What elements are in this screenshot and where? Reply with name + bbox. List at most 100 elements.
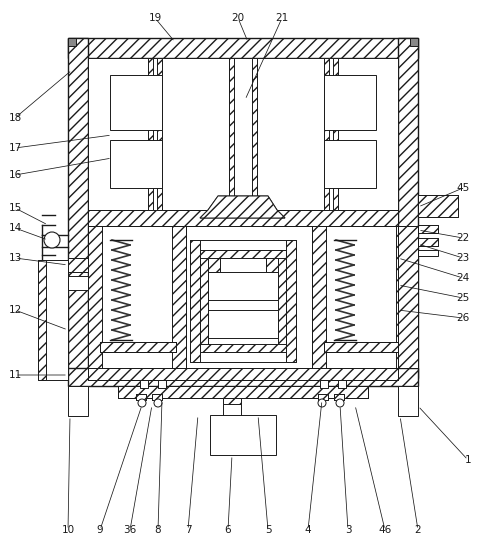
Text: 24: 24 (456, 273, 469, 283)
Bar (398, 38, 418, 378)
Text: 23: 23 (456, 253, 469, 263)
Bar (223, 398, 241, 416)
Text: 12: 12 (8, 305, 22, 315)
Bar (398, 226, 418, 368)
Bar (410, 38, 418, 46)
Bar (200, 250, 286, 352)
Bar (88, 368, 398, 380)
Bar (324, 75, 376, 130)
Bar (318, 394, 328, 400)
Bar (208, 272, 278, 300)
Circle shape (138, 399, 146, 407)
Bar (140, 380, 148, 388)
Bar (418, 225, 438, 233)
Bar (208, 258, 220, 272)
Text: 21: 21 (275, 13, 289, 23)
Circle shape (44, 232, 60, 248)
Bar (312, 226, 410, 368)
Bar (318, 394, 328, 400)
Bar (68, 258, 88, 272)
Bar (266, 258, 278, 272)
Text: 9: 9 (97, 525, 103, 535)
Bar (118, 386, 368, 398)
Bar (324, 140, 376, 188)
Bar (324, 342, 400, 352)
Text: 1: 1 (465, 455, 471, 465)
Bar (334, 394, 344, 400)
Bar (118, 386, 368, 398)
Text: 17: 17 (8, 143, 22, 153)
Bar (418, 238, 438, 246)
Bar (38, 260, 46, 380)
Bar (418, 250, 438, 256)
Text: 7: 7 (185, 525, 191, 535)
Text: 10: 10 (61, 525, 74, 535)
Bar (320, 380, 328, 388)
Bar (396, 226, 410, 368)
Text: 2: 2 (415, 525, 421, 535)
Text: 15: 15 (8, 203, 22, 213)
Bar (418, 225, 438, 233)
Bar (190, 240, 296, 362)
Bar (334, 394, 344, 400)
Text: 46: 46 (378, 525, 392, 535)
Bar (172, 226, 186, 368)
Bar (88, 368, 398, 380)
Bar (158, 380, 166, 388)
Bar (418, 195, 458, 217)
Bar (278, 250, 286, 352)
Bar (266, 258, 278, 272)
Bar (286, 240, 296, 362)
Bar (208, 310, 278, 338)
Bar (333, 58, 338, 210)
Bar (324, 342, 400, 352)
Bar (68, 386, 88, 416)
Bar (398, 386, 418, 416)
Text: 25: 25 (456, 293, 469, 303)
Bar (398, 226, 418, 368)
Circle shape (154, 399, 162, 407)
Bar (100, 342, 176, 352)
Bar (148, 58, 162, 210)
Bar (229, 58, 257, 210)
Bar (68, 38, 76, 46)
Bar (68, 38, 418, 58)
Bar (252, 58, 257, 210)
Text: 26: 26 (456, 313, 469, 323)
Text: 19: 19 (148, 13, 162, 23)
Text: 20: 20 (231, 13, 244, 23)
Bar (210, 415, 276, 455)
Bar (229, 58, 234, 210)
Bar (68, 276, 88, 290)
Text: 14: 14 (8, 223, 22, 233)
Bar (312, 226, 326, 368)
Bar (200, 250, 286, 258)
Bar (148, 58, 153, 210)
Text: 4: 4 (305, 525, 312, 535)
Bar (68, 38, 88, 378)
Text: 6: 6 (225, 525, 231, 535)
Bar (152, 394, 162, 400)
Bar (68, 38, 418, 58)
Bar (110, 75, 162, 130)
Text: 16: 16 (8, 170, 22, 180)
Text: 11: 11 (8, 370, 22, 380)
Bar (38, 260, 68, 380)
Bar (100, 342, 176, 352)
Bar (157, 58, 162, 210)
Bar (324, 58, 338, 210)
Text: 18: 18 (8, 113, 22, 123)
Text: 3: 3 (345, 525, 351, 535)
Bar (338, 380, 346, 388)
Bar (88, 226, 102, 368)
Bar (398, 38, 418, 378)
Polygon shape (200, 196, 285, 218)
Bar (418, 195, 458, 217)
Circle shape (336, 399, 344, 407)
Text: 36: 36 (123, 525, 137, 535)
Bar (324, 58, 329, 210)
Bar (88, 210, 398, 226)
Polygon shape (200, 196, 285, 218)
Bar (208, 258, 220, 272)
Bar (88, 210, 398, 226)
